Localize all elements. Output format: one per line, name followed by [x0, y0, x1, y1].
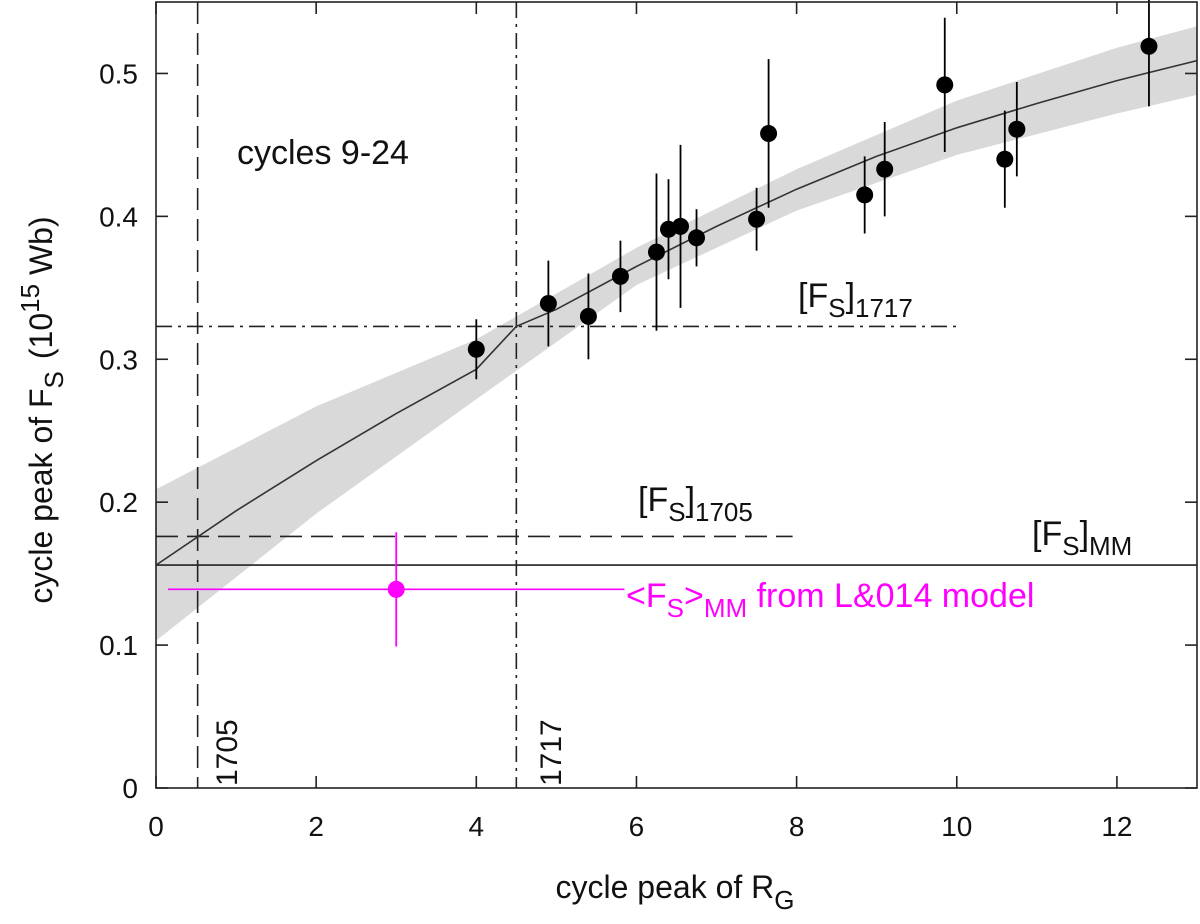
- data-point-s0-14: [1008, 120, 1026, 138]
- model-sub: S: [667, 593, 684, 623]
- data-point-s0-9: [760, 124, 778, 142]
- model-rest: from L&014 model: [747, 577, 1034, 615]
- fs1705-main: [F: [638, 481, 668, 519]
- fsmm-main: [F: [1032, 515, 1062, 553]
- vline-1717-label: 1717: [535, 719, 568, 786]
- data-point-s0-7: [688, 229, 706, 247]
- data-point-s0-3: [611, 267, 629, 285]
- y-axis-title-unit-close: Wb): [23, 216, 59, 284]
- x-axis-title-sub: G: [774, 885, 794, 915]
- y-axis-title-main: cycle peak of F: [23, 388, 59, 603]
- vline-1705-label: 1705: [211, 719, 244, 786]
- y-axis-title: cycle peak of FS (1015 Wb): [15, 216, 69, 603]
- fs1705-close: ]: [686, 481, 695, 519]
- x-axis-title: cycle peak of RG: [556, 869, 795, 915]
- data-point-layer: [168, 0, 1158, 647]
- y-tick-label-5: 0.5: [99, 58, 138, 89]
- data-point-s0-0: [467, 340, 485, 358]
- x-tick-label-6: 12: [1101, 811, 1132, 842]
- data-point-s0-6: [672, 217, 690, 235]
- y-tick-label-0: 0: [122, 773, 138, 804]
- x-tick-label-2: 4: [469, 811, 485, 842]
- fs1717-year: 1717: [855, 293, 913, 323]
- fs1717-sub: S: [828, 293, 845, 323]
- fsmm-close: ]: [1080, 515, 1089, 553]
- y-tick-label-2: 0.2: [99, 487, 138, 518]
- model-open: <F: [626, 577, 667, 615]
- cycles-label: cycles 9-24: [237, 134, 409, 172]
- y-axis-title-sub: S: [39, 371, 69, 388]
- fs1705-sub: S: [668, 497, 685, 527]
- reference-line-layer: [156, 2, 1197, 788]
- data-point-s0-11: [876, 160, 894, 178]
- data-point-s0-4: [647, 243, 665, 261]
- x-tick-label-3: 6: [629, 811, 645, 842]
- fs1705-year: 1705: [695, 497, 753, 527]
- fit-curve-layer: [155, 59, 1198, 566]
- fit-curve: [155, 59, 1198, 566]
- plot-frame: [155, 1, 1198, 789]
- fsmm-sub: S: [1062, 531, 1079, 561]
- x-axis-title-main: cycle peak of R: [556, 869, 775, 905]
- model-mm: MM: [704, 593, 747, 623]
- data-point-s1-0: [387, 580, 405, 598]
- data-point-s0-1: [539, 295, 557, 313]
- data-point-s0-12: [936, 76, 954, 94]
- data-point-s0-15: [1140, 37, 1158, 55]
- y-tick-label-1: 0.1: [99, 630, 138, 661]
- y-axis-title-unit-sup: 15: [15, 284, 45, 313]
- y-tick-label-3: 0.3: [99, 344, 138, 375]
- fs1717-label: [FS]1717: [798, 277, 913, 323]
- data-point-s0-10: [856, 186, 874, 204]
- fs1717-main: [F: [798, 277, 828, 315]
- x-tick-label-4: 8: [789, 811, 805, 842]
- y-tick-label-4: 0.4: [99, 201, 138, 232]
- data-point-s0-2: [579, 307, 597, 325]
- x-tick-label-5: 10: [941, 811, 972, 842]
- data-point-s0-13: [996, 150, 1014, 168]
- data-point-s0-8: [748, 210, 766, 228]
- x-tick-label-0: 0: [148, 811, 164, 842]
- model-label: <FS>MM from L&014 model: [626, 577, 1034, 623]
- x-tick-label-1: 2: [308, 811, 324, 842]
- fsmm-year: MM: [1089, 531, 1132, 561]
- model-close: >: [684, 577, 704, 615]
- axis-tick-layer: 0 2 4 6 8 10 12 0 0.1 0.2 0.3 0.4 0.5: [99, 2, 1197, 842]
- fsmm-label: [FS]MM: [1032, 515, 1132, 561]
- fs1705-label: [FS]1705: [638, 481, 753, 527]
- y-axis-title-unit-open: (10: [23, 313, 59, 359]
- fs1717-close: ]: [846, 277, 855, 315]
